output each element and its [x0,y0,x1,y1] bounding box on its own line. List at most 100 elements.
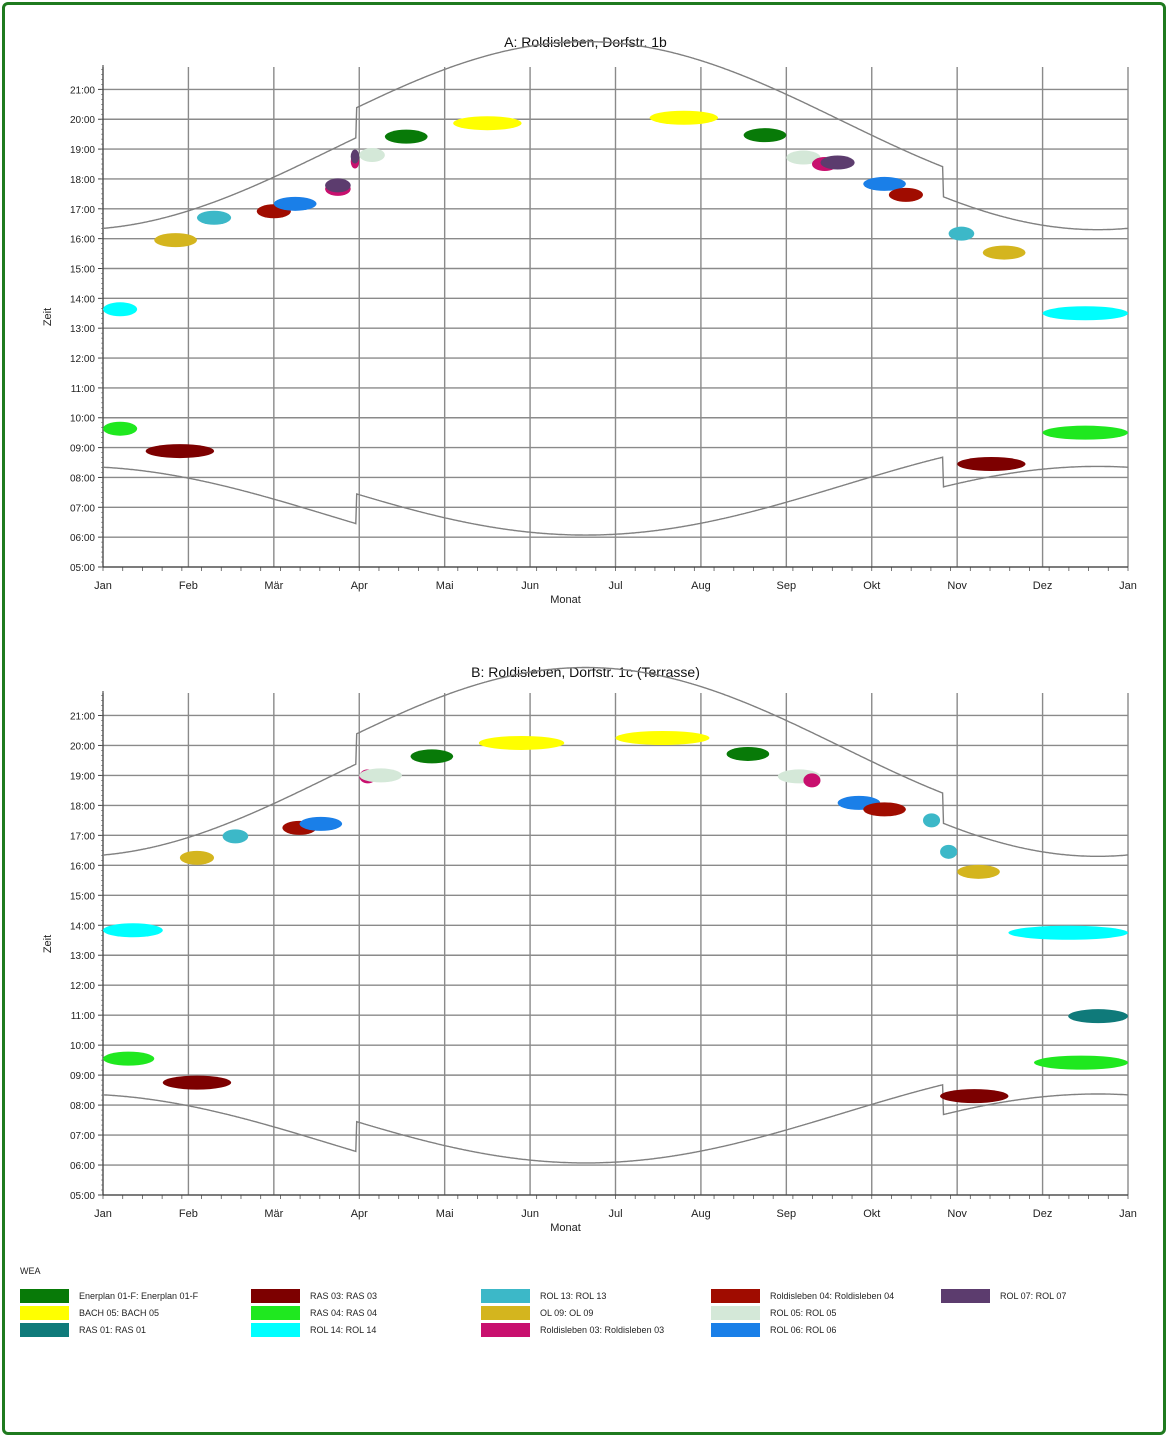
legend-item: RAS 03: RAS 03 [251,1289,377,1303]
legend-swatch [20,1289,69,1303]
shadow-event [145,444,215,459]
y-tick-label: 08:00 [70,473,95,484]
chart-panel-b: B: Roldisleben, Dorfstr. 1c (Terrasse) 05… [42,664,1137,1234]
legend-item: RAS 04: RAS 04 [251,1306,377,1320]
shadow-event [786,150,821,165]
x-tick-label: Okt [863,580,880,592]
legend-swatch [251,1306,300,1320]
x-tick-label: Mär [264,1208,283,1220]
legend-item: Roldisleben 03: Roldisleben 03 [481,1323,664,1337]
x-tick-label: Apr [351,580,368,592]
shadow-event [103,1051,155,1066]
legend-label: Enerplan 01-F: Enerplan 01-F [79,1291,199,1301]
x-tick-label: Dez [1033,580,1053,592]
y-tick-label: 07:00 [70,1131,95,1142]
shadow-event [1042,306,1128,321]
legend-label: Roldisleben 04: Roldisleben 04 [770,1291,895,1301]
legend-label: ROL 06: ROL 06 [770,1325,837,1335]
y-tick-label: 07:00 [70,503,95,514]
x-tick-label: Jan [1119,580,1137,592]
x-tick-label: Jan [94,580,112,592]
y-tick-label: 06:00 [70,533,95,544]
y-tick-label: 21:00 [70,85,95,96]
y-tick-label: 17:00 [70,205,95,216]
legend-swatch [941,1289,990,1303]
y-tick-label: 09:00 [70,1071,95,1082]
shadow-event [179,850,215,865]
x-tick-label: Jun [521,1208,539,1220]
y-tick-label: 21:00 [70,711,95,722]
legend-label: RAS 03: RAS 03 [310,1291,378,1301]
y-tick-label: 19:00 [70,771,95,782]
shadow-event [957,864,1000,879]
legend-item: BACH 05: BACH 05 [20,1306,159,1320]
y-tick-label: 12:00 [70,981,95,992]
x-tick-label: Jan [1119,1208,1137,1220]
shadow-event [359,148,385,163]
chart-panel-a: A: Roldisleben, Dorfstr. 1b05:0006:0007:… [42,34,1137,606]
shadow-event [940,844,958,859]
chart-title: B: Roldisleben, Dorfstr. 1c (Terrasse) [471,664,700,680]
shadow-event [863,802,906,817]
x-tick-label: Aug [691,580,711,592]
shadow-event [820,155,855,170]
shadow-event [923,813,941,828]
legend-label: ROL 07: ROL 07 [1000,1291,1067,1301]
shadow-event [863,176,906,191]
shadow-event [359,768,402,783]
shadow-event [888,187,924,202]
shadow-event [1042,425,1128,440]
y-tick-label: 20:00 [70,115,95,126]
y-tick-label: 13:00 [70,324,95,335]
shadow-event [325,178,351,193]
y-tick-label: 10:00 [70,414,95,425]
legend-swatch [20,1306,69,1320]
shadow-event [1034,1055,1129,1070]
y-tick-label: 16:00 [70,861,95,872]
sunset-line [102,40,1129,231]
shadow-event [940,1089,1009,1104]
legend-swatch [711,1289,760,1303]
y-tick-label: 14:00 [70,294,95,305]
shadow-event [743,128,787,143]
y-tick-label: 11:00 [71,384,96,395]
shadow-event [1068,1009,1128,1024]
legend-swatch [251,1289,300,1303]
legend-label: BACH 05: BACH 05 [79,1308,160,1318]
y-tick-label: 12:00 [70,354,95,365]
x-tick-label: Jun [521,580,539,592]
shadow-event [982,245,1026,260]
x-tick-label: Mai [436,1208,454,1220]
shadow-event [103,421,138,436]
shadow-event [615,730,710,745]
y-tick-label: 09:00 [70,444,95,455]
legend-item: ROL 13: ROL 13 [481,1289,606,1303]
y-axis-label: Zeit [42,308,54,326]
y-tick-label: 16:00 [70,235,95,246]
x-axis-label: Monat [550,594,581,606]
y-tick-label: 05:00 [70,1191,95,1202]
shadow-event [803,773,821,788]
y-tick-label: 15:00 [70,264,95,275]
shadow-event [957,457,1026,472]
legend-item: OL 09: OL 09 [481,1306,593,1320]
y-tick-label: 06:00 [70,1161,95,1172]
legend-label: ROL 05: ROL 05 [770,1308,837,1318]
shadow-event [948,226,975,241]
shadow-event [299,816,343,831]
legend-swatch [20,1323,69,1337]
y-tick-label: 08:00 [70,1101,95,1112]
y-tick-label: 14:00 [70,921,95,932]
legend-item: ROL 06: ROL 06 [711,1323,836,1337]
x-axis-label: Monat [550,1222,581,1234]
y-tick-label: 17:00 [70,831,95,842]
legend-label: RAS 01: RAS 01 [79,1325,147,1335]
x-tick-label: Dez [1033,1208,1053,1220]
legend-label: RAS 04: RAS 04 [310,1308,378,1318]
y-tick-label: 15:00 [70,891,95,902]
shadow-event [453,116,522,131]
x-tick-label: Sep [777,1208,797,1220]
legend-label: ROL 13: ROL 13 [540,1291,607,1301]
shadow-event [103,302,138,317]
